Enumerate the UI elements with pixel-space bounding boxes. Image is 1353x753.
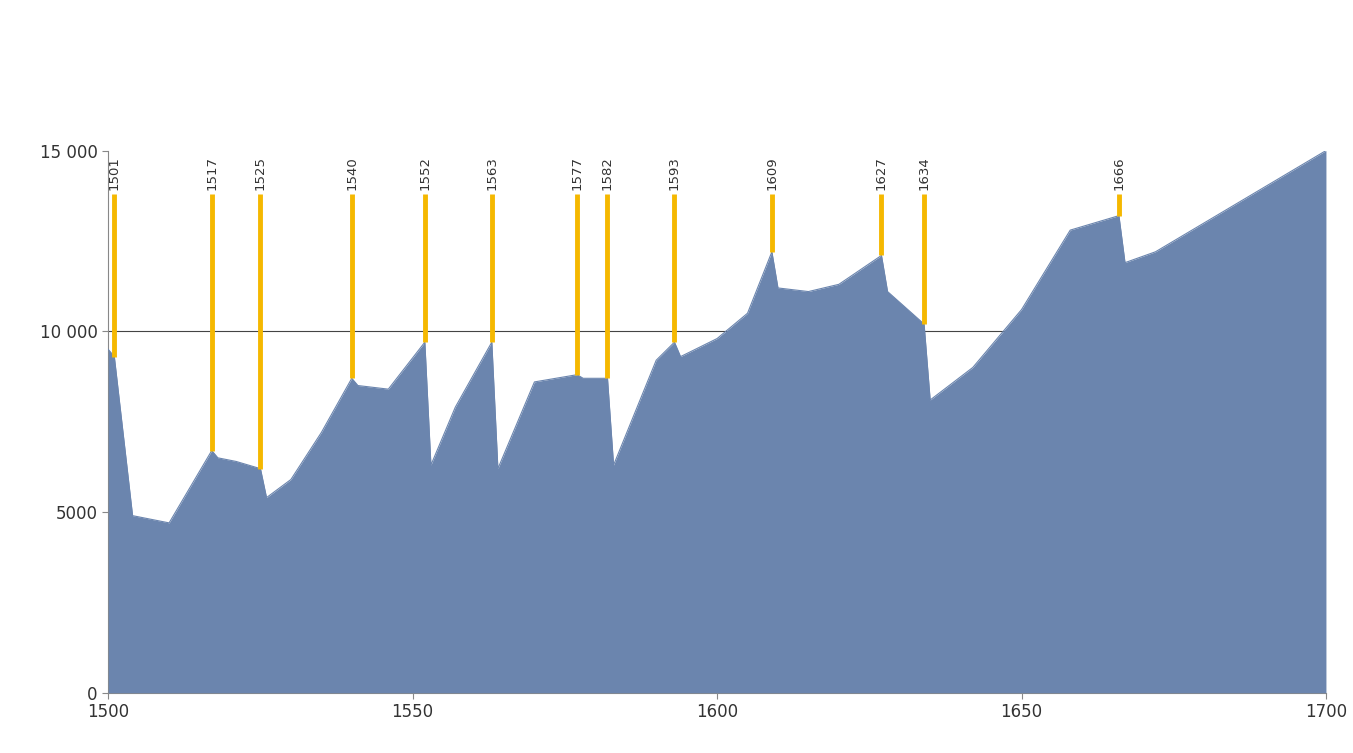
- Text: 1501: 1501: [108, 157, 120, 191]
- Text: 1563: 1563: [486, 157, 498, 191]
- Text: 1627: 1627: [875, 157, 888, 191]
- Text: 1540: 1540: [345, 157, 359, 191]
- Text: 1517: 1517: [206, 157, 218, 191]
- Text: 1666: 1666: [1112, 157, 1126, 191]
- Text: 1609: 1609: [766, 157, 778, 191]
- Text: 1634: 1634: [917, 157, 931, 191]
- Text: 1577: 1577: [571, 157, 583, 191]
- Text: 1593: 1593: [668, 157, 681, 191]
- Text: 1525: 1525: [254, 157, 267, 191]
- Text: 1552: 1552: [418, 157, 432, 191]
- Text: 1582: 1582: [601, 157, 614, 191]
